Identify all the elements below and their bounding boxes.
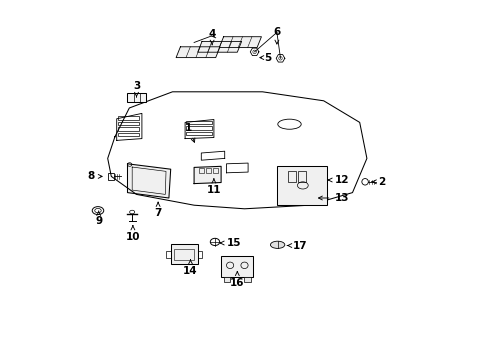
Polygon shape	[176, 47, 220, 58]
Text: 7: 7	[154, 202, 162, 218]
Text: 14: 14	[183, 260, 198, 276]
Text: 3: 3	[133, 81, 140, 97]
Text: 5: 5	[260, 53, 271, 63]
Bar	[118, 133, 139, 136]
Polygon shape	[219, 37, 261, 48]
Polygon shape	[127, 164, 170, 198]
Bar	[118, 116, 139, 120]
Bar	[118, 127, 139, 131]
Bar	[127, 93, 146, 102]
Bar	[170, 244, 197, 264]
Text: 1: 1	[184, 123, 194, 142]
Text: 6: 6	[273, 27, 280, 44]
Text: 16: 16	[229, 271, 244, 288]
Text: 9: 9	[95, 211, 102, 226]
Ellipse shape	[270, 241, 284, 248]
Bar	[287, 171, 295, 182]
Text: 15: 15	[220, 238, 241, 248]
Text: 8: 8	[88, 171, 102, 181]
Bar	[221, 256, 253, 277]
Text: 4: 4	[208, 29, 215, 45]
Text: 13: 13	[318, 193, 348, 203]
Text: 12: 12	[327, 175, 348, 185]
Bar	[244, 277, 250, 282]
Bar	[186, 132, 212, 135]
Bar	[213, 168, 218, 173]
Bar	[118, 122, 139, 125]
Bar	[174, 249, 194, 260]
Text: 11: 11	[206, 179, 221, 195]
Bar	[298, 171, 306, 182]
Bar	[276, 166, 326, 205]
Bar	[199, 168, 203, 173]
Bar	[186, 121, 212, 124]
Text: 10: 10	[125, 226, 140, 242]
Bar	[197, 251, 202, 258]
Bar	[224, 277, 230, 282]
Polygon shape	[197, 41, 241, 52]
Text: 2: 2	[371, 177, 384, 187]
Bar	[205, 168, 211, 173]
Bar	[186, 126, 212, 130]
Text: 17: 17	[287, 240, 307, 251]
Polygon shape	[194, 166, 221, 184]
Bar	[166, 251, 170, 258]
Bar	[107, 173, 114, 180]
